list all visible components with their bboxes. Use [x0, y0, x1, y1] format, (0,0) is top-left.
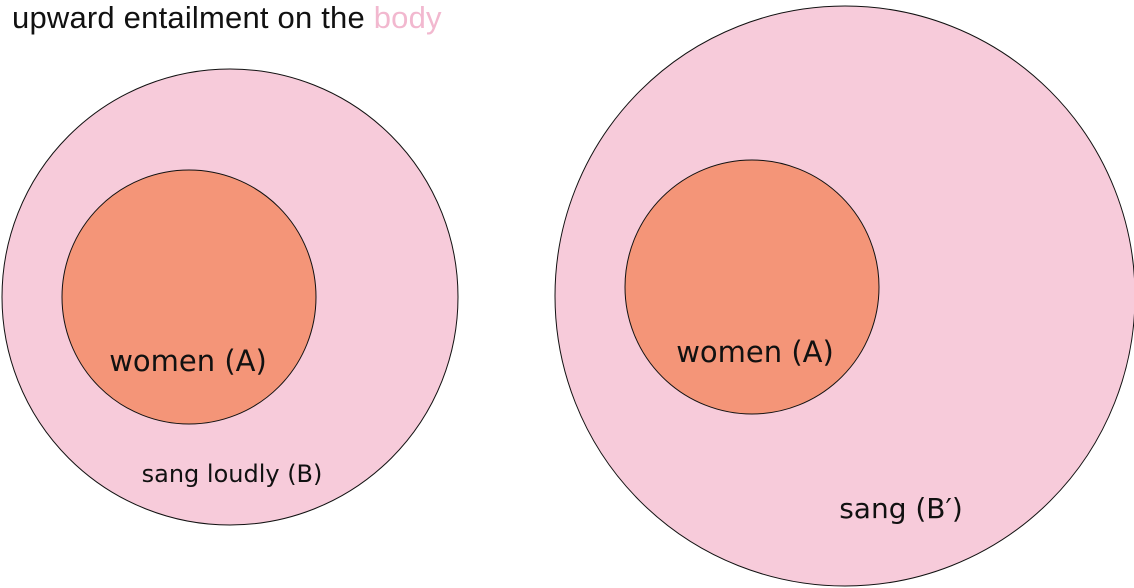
- left-outer-label: sang loudly (B): [142, 460, 323, 488]
- title-prefix: upward entailment on the: [12, 0, 374, 35]
- left-diagram: women (A) sang loudly (B): [1, 68, 459, 526]
- right-inner-circle: [624, 159, 880, 415]
- right-diagram: women (A) sang (B′): [554, 5, 1134, 587]
- left-inner-label: women (A): [109, 344, 267, 378]
- title-highlight: body: [373, 0, 442, 35]
- left-inner-circle: [61, 169, 317, 425]
- page-title: upward entailment on the body: [12, 0, 442, 36]
- right-inner-label: women (A): [676, 335, 834, 369]
- right-outer-label: sang (B′): [839, 492, 963, 525]
